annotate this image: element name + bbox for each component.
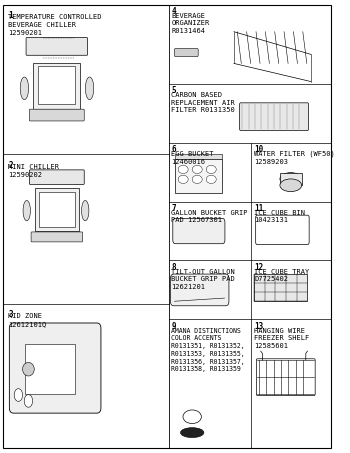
Text: MINI CHILLER
12590202: MINI CHILLER 12590202 [8, 164, 60, 178]
Text: EGG BUCKET
12460016: EGG BUCKET 12460016 [172, 151, 214, 164]
Text: GALLON BUCKET GRIP
PAD 12567301: GALLON BUCKET GRIP PAD 12567301 [172, 210, 248, 223]
FancyBboxPatch shape [170, 274, 229, 306]
Bar [25, 344, 75, 394]
FancyBboxPatch shape [240, 103, 308, 130]
Text: 13: 13 [254, 322, 264, 331]
Text: ICE CUBE BIN
10423131: ICE CUBE BIN 10423131 [254, 210, 305, 223]
Ellipse shape [183, 410, 201, 424]
Text: 3: 3 [8, 310, 13, 319]
Ellipse shape [192, 165, 202, 173]
Text: 11: 11 [254, 204, 264, 213]
FancyBboxPatch shape [31, 232, 83, 242]
Bar [40, 192, 75, 227]
FancyBboxPatch shape [174, 48, 198, 57]
Ellipse shape [181, 428, 204, 438]
Text: 9: 9 [172, 322, 176, 331]
Bar [35, 188, 78, 231]
Bar [280, 173, 302, 185]
Text: 4: 4 [172, 7, 176, 16]
Ellipse shape [280, 179, 302, 192]
Text: TEMPERATURE CONTROLLED
BEVERAGE CHILLER
12590201: TEMPERATURE CONTROLLED BEVERAGE CHILLER … [8, 14, 102, 37]
FancyBboxPatch shape [26, 38, 88, 55]
Text: KID ZONE
12612101Q: KID ZONE 12612101Q [8, 313, 47, 328]
Text: 10: 10 [254, 145, 264, 154]
Text: CARBON BASED
REPLACEMENT AIR
FILTER R0131350: CARBON BASED REPLACEMENT AIR FILTER R013… [172, 92, 235, 113]
Ellipse shape [178, 165, 188, 173]
Text: TILT-OUT GALLON
BUCKET GRIP PAD
12621201: TILT-OUT GALLON BUCKET GRIP PAD 12621201 [172, 269, 235, 290]
FancyBboxPatch shape [29, 109, 84, 121]
Text: 6: 6 [172, 145, 176, 154]
Text: 2: 2 [8, 161, 13, 170]
Text: ICE CUBE TRAY
D7725402: ICE CUBE TRAY D7725402 [254, 269, 309, 282]
Ellipse shape [23, 200, 30, 221]
Text: 12: 12 [254, 263, 264, 272]
FancyBboxPatch shape [29, 170, 84, 184]
Text: WATER FILTER (WF50)
12589203: WATER FILTER (WF50) 12589203 [254, 151, 335, 165]
FancyBboxPatch shape [256, 215, 309, 245]
Bar [254, 274, 308, 301]
Bar [33, 63, 80, 109]
Bar [38, 66, 75, 104]
Text: BEVERAGE
ORGANIZER
R0131464: BEVERAGE ORGANIZER R0131464 [172, 13, 210, 34]
Text: 1: 1 [8, 11, 13, 20]
Bar [175, 154, 222, 159]
Text: HANGING WIRE
FREEZER SHELF
12585601: HANGING WIRE FREEZER SHELF 12585601 [254, 328, 309, 349]
FancyBboxPatch shape [173, 218, 225, 244]
Ellipse shape [280, 173, 302, 185]
Ellipse shape [82, 200, 89, 221]
Ellipse shape [178, 175, 188, 183]
Bar [175, 159, 222, 193]
Ellipse shape [14, 389, 22, 401]
Ellipse shape [24, 395, 33, 407]
Text: 5: 5 [172, 86, 176, 95]
Text: 8: 8 [172, 263, 176, 272]
Ellipse shape [192, 175, 202, 183]
Ellipse shape [85, 77, 94, 100]
Ellipse shape [20, 77, 29, 100]
Ellipse shape [206, 175, 216, 183]
Text: AMANA DISTINCTIONS
COLOR ACCENTS
R0131351, R0131352,
R0131353, R0131355,
R013135: AMANA DISTINCTIONS COLOR ACCENTS R013135… [172, 328, 245, 372]
Ellipse shape [22, 362, 34, 376]
Text: 7: 7 [172, 204, 176, 213]
FancyBboxPatch shape [9, 323, 101, 413]
Ellipse shape [206, 165, 216, 173]
